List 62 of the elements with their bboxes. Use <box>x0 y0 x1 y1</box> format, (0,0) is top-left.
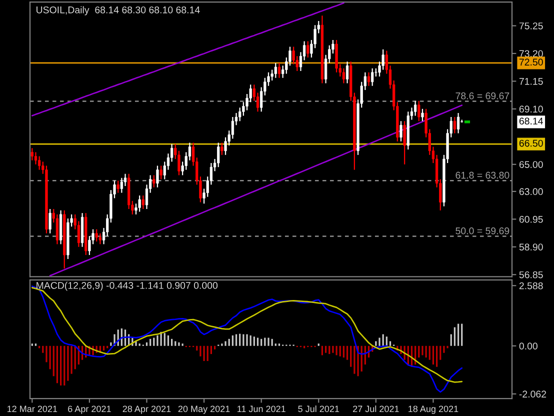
x-tick-label: 12 Mar 2021 <box>7 406 58 412</box>
candlestick <box>77 220 80 248</box>
candlestick <box>217 142 220 168</box>
candlestick <box>98 232 102 245</box>
candlestick <box>156 165 159 188</box>
y-tick-label: -2.062 <box>519 390 546 398</box>
candlestick <box>456 112 460 134</box>
candlestick <box>30 148 34 161</box>
candlestick <box>400 120 402 142</box>
candlestick <box>95 228 98 242</box>
candlestick <box>256 92 260 112</box>
candlestick <box>56 214 59 245</box>
x-tick-label: 6 Apr 2021 <box>68 406 111 414</box>
x-tick-label: 11 Jun 2021 <box>238 406 286 412</box>
x-tick-label: 27 Jul 2021 <box>353 405 399 412</box>
line-series <box>31 2 344 116</box>
chart-title: USOIL,Daily 68.14 68.30 68.10 68.14 <box>36 6 200 16</box>
y-tick-label: 73.20 <box>519 50 543 58</box>
candlestick <box>342 68 346 84</box>
y-tick-label: 60.95 <box>519 216 543 223</box>
candlestick <box>403 120 406 165</box>
candlestick <box>160 165 162 180</box>
candlestick <box>124 173 127 187</box>
y-tick-label: 63.00 <box>519 188 543 196</box>
y-tick-label: 69.10 <box>519 106 543 113</box>
candlestick <box>152 174 156 188</box>
text: 68.14 <box>519 118 543 125</box>
y-tick-label: 58.90 <box>519 244 543 251</box>
candlestick <box>220 142 224 156</box>
y-tick-label: 0.00 <box>519 342 538 350</box>
candlestick <box>138 194 141 212</box>
candlestick <box>418 100 420 122</box>
candlestick <box>346 61 349 84</box>
x-tick-label: 28 Apr 2021 <box>122 406 171 414</box>
y-tick-label: 2.588 <box>519 282 543 290</box>
x-tick-label: 20 May 2021 <box>178 406 230 414</box>
candlestick <box>371 68 374 86</box>
ref-line-label: 66.50 <box>519 140 543 147</box>
candlestick <box>306 40 310 58</box>
candlestick <box>274 62 277 78</box>
candlestick <box>38 156 41 170</box>
ref-line-label: 72.50 <box>519 58 543 66</box>
x-tick-label: 18 Aug 2021 <box>408 406 458 414</box>
candlestick <box>453 116 456 134</box>
candlestick <box>367 72 370 86</box>
ref-line-label: 78.6 = 69.67 <box>456 92 510 100</box>
candlestick <box>278 62 281 78</box>
candlestick <box>34 152 38 165</box>
candlestick <box>120 177 123 194</box>
y-tick-label: 65.00 <box>519 161 543 168</box>
x-tick-label: 5 Jul 2021 <box>298 405 340 412</box>
ref-line-label: 61.8 = 63.80 <box>456 172 510 179</box>
y-tick-label: 75.25 <box>519 22 543 30</box>
candlestick <box>48 208 52 234</box>
candlestick <box>116 180 120 194</box>
chart-title: MACD(12,26,9) -0.443 -1.141 0.907 0.000 <box>36 282 218 291</box>
candlestick <box>142 194 144 210</box>
y-tick-label: 56.85 <box>519 271 543 278</box>
candlestick <box>414 100 417 116</box>
y-tick-label: 71.15 <box>519 78 543 85</box>
candlestick <box>421 108 424 122</box>
ref-line-label: 50.0 = 59.69 <box>456 227 510 234</box>
